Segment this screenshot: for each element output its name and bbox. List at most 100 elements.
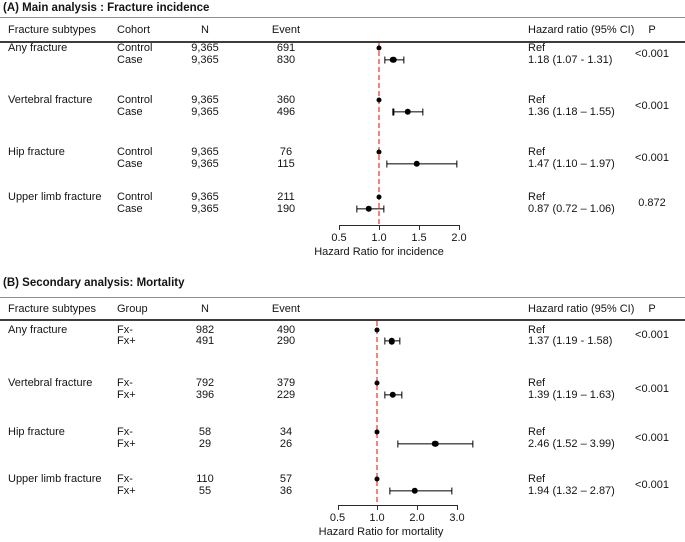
group-label: Case <box>117 105 143 118</box>
ci-cap-right <box>383 205 385 212</box>
n-value: 982 <box>195 323 215 336</box>
group-label: Fx+ <box>117 437 136 450</box>
ci-cap-left <box>383 391 386 398</box>
n-value: 9,365 <box>191 157 219 170</box>
x-axis-tick <box>337 505 339 510</box>
p-value: <0.001 <box>635 47 669 60</box>
ref-dot-marker <box>374 476 380 482</box>
group-label: Fx+ <box>117 388 136 401</box>
event-value: 229 <box>276 388 296 401</box>
ci-cap-right <box>403 56 405 63</box>
p-value: <0.001 <box>635 329 669 342</box>
header-rule-top <box>0 17 685 18</box>
hr-ci-label: 1.18 (1.07 - 1.31) <box>528 53 613 66</box>
ref-dot-marker <box>376 45 382 51</box>
ci-cap-right <box>472 440 474 447</box>
x-axis-tick <box>377 505 378 510</box>
x-axis-tick-label: 0.5 <box>329 512 346 524</box>
x-axis-tick-label: 2.0 <box>451 232 467 244</box>
p-value: <0.001 <box>635 99 669 112</box>
group-label: Fx+ <box>117 484 136 497</box>
row-subtype-label: Upper limb fracture <box>8 191 102 203</box>
n-value: 792 <box>195 377 215 389</box>
event-value: 76 <box>279 146 293 158</box>
group-label: Control <box>117 191 153 203</box>
hr-ref-label: Ref <box>528 42 546 54</box>
ci-cap-left <box>383 337 386 345</box>
ref-dot-marker <box>374 429 380 435</box>
row-subtype-label: Vertebral fracture <box>8 94 93 106</box>
col-header-subtype: Fracture subtypes <box>8 24 97 36</box>
event-value: 26 <box>279 437 293 450</box>
ref-dot-marker <box>376 97 382 103</box>
hr-ref-label: Ref <box>528 377 546 389</box>
group-label: Case <box>117 53 143 66</box>
event-value: 190 <box>276 202 296 215</box>
col-header-n: N <box>201 24 209 36</box>
ci-cap-left <box>383 56 386 63</box>
hr-point-marker <box>389 391 396 398</box>
x-axis-tick-label: 0.5 <box>331 232 347 244</box>
header-rule-bottom <box>0 319 685 321</box>
group-label: Control <box>117 146 153 158</box>
reference-line <box>378 43 380 225</box>
panel-title: (A) Main analysis : Fracture incidence <box>3 2 210 14</box>
event-value: 830 <box>276 53 296 66</box>
header-rule-top <box>0 297 685 298</box>
hr-ref-label: Ref <box>528 191 546 203</box>
hr-ci-label: 1.37 (1.19 - 1.58) <box>528 335 613 347</box>
ci-cap-right <box>455 160 458 167</box>
x-axis-tick-label: 1.5 <box>411 232 427 244</box>
hr-point-marker <box>388 337 396 345</box>
reference-line <box>376 321 378 505</box>
n-value: 9,365 <box>191 105 219 118</box>
n-value: 29 <box>198 437 212 450</box>
row-subtype-label: Upper limb fracture <box>8 473 102 485</box>
row-subtype-label: Hip fracture <box>8 146 65 158</box>
col-header-p: P <box>648 303 656 315</box>
event-value: 496 <box>276 105 296 118</box>
row-subtype-label: Any fracture <box>8 42 68 54</box>
col-header-event: Event <box>271 303 301 315</box>
ci-whisker <box>389 489 452 492</box>
group-label: Case <box>117 202 143 215</box>
panel-title: (B) Secondary analysis: Mortality <box>3 277 185 289</box>
hr-ref-label: Ref <box>528 426 546 438</box>
hr-point-marker <box>365 205 372 212</box>
ci-cap-right <box>422 108 424 115</box>
p-value: <0.001 <box>635 382 669 395</box>
hr-ci-label: 1.94 (1.32 – 2.87) <box>528 484 615 497</box>
hr-ref-label: Ref <box>528 473 546 485</box>
event-value: 379 <box>276 377 296 389</box>
group-label: Fx- <box>117 323 133 336</box>
event-value: 34 <box>279 426 293 438</box>
event-value: 36 <box>279 484 293 497</box>
hr-ci-label: 2.46 (1.52 – 3.99) <box>528 437 615 450</box>
p-value: <0.001 <box>635 478 669 491</box>
x-axis-tick <box>379 225 380 230</box>
event-value: 490 <box>276 323 296 336</box>
n-value: 9,365 <box>191 42 219 54</box>
row-subtype-label: Vertebral fracture <box>8 377 93 389</box>
p-value: 0.872 <box>638 196 666 209</box>
ref-dot-marker <box>376 194 382 200</box>
x-axis-title: Hazard Ratio for mortality <box>318 526 444 538</box>
x-axis-tick <box>419 225 420 230</box>
col-header-group: Cohort <box>117 24 151 36</box>
x-axis-line <box>337 505 457 506</box>
hr-point-marker <box>432 440 439 447</box>
group-label: Control <box>117 42 153 54</box>
group-label: Case <box>117 157 143 170</box>
n-value: 491 <box>195 335 215 347</box>
col-header-hazard-ratio: Hazard ratio (95% CI) <box>528 303 635 315</box>
hr-point-marker <box>404 108 412 115</box>
x-axis-tick-label: 2.0 <box>409 512 425 524</box>
n-value: 396 <box>195 388 215 401</box>
x-axis-tick <box>339 225 340 230</box>
ci-cap-left <box>386 160 388 167</box>
ref-dot-marker <box>374 327 380 332</box>
hr-point-marker <box>413 160 420 167</box>
hr-ref-label: Ref <box>528 146 546 158</box>
hr-ref-label: Ref <box>528 323 546 336</box>
row-subtype-label: Hip fracture <box>8 426 65 438</box>
